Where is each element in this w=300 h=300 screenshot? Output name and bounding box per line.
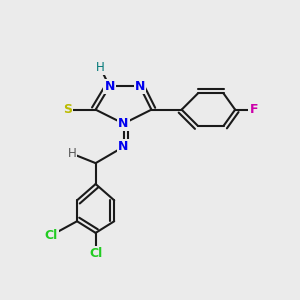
Text: S: S: [63, 103, 72, 116]
Text: H: H: [96, 61, 105, 74]
Text: N: N: [135, 80, 145, 93]
Text: N: N: [104, 80, 115, 93]
Text: N: N: [118, 117, 129, 130]
Text: H: H: [68, 147, 77, 160]
Text: Cl: Cl: [45, 229, 58, 242]
Text: N: N: [118, 140, 129, 153]
Text: Cl: Cl: [89, 247, 102, 260]
Text: F: F: [250, 103, 258, 116]
